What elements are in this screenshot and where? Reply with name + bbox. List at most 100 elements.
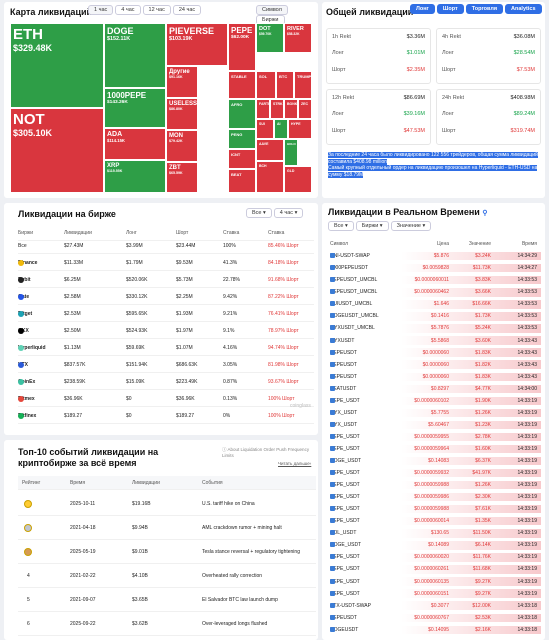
realtime-symbol: SUIUSDT_UMCBL [330, 301, 373, 308]
heatmap-tile-farte[interactable]: FARTE [256, 99, 270, 119]
heatmap-tile-icnt[interactable]: ICNT [228, 149, 256, 169]
exchange-name-cell[interactable]: Hyperliquid [18, 344, 46, 351]
heatmap-tile-btc[interactable]: BTC [276, 71, 294, 99]
heatmap-tile-другие[interactable]: Другие $91.16K [166, 66, 198, 98]
heatmap-tile-xrp[interactable]: XRP $115.55K [104, 160, 166, 193]
heatmap-tile-strk[interactable]: STRK [270, 99, 284, 119]
realtime-row: PEPEUSDT $0.0000060 $1.83K 14:33:43 [326, 348, 541, 358]
rekt-label: Шорт [332, 67, 346, 73]
exchange-short-pct: 100% Шорт [268, 412, 295, 419]
realtime-value: $1.82K [475, 361, 491, 368]
exchange-logo-icon [330, 325, 335, 331]
heatmap-tile-zbt[interactable]: ZBT $65.59K [166, 162, 198, 193]
tab-24h[interactable]: 24 час [172, 5, 202, 15]
realtime-row: PEPE_USDT $0.0000059988 $7.61K 14:33:19 [326, 505, 541, 515]
exchange-short: $23.44M [176, 242, 196, 249]
realtime-time: 14:34:29 [517, 253, 537, 260]
tile-value: $59.70K [259, 32, 272, 36]
realtime-value: $1.35K [475, 518, 491, 525]
realtime-time: 14:33:43 [517, 361, 537, 368]
exchange-name-cell[interactable]: HTX [18, 361, 28, 368]
realtime-price: $0.1416 [430, 313, 449, 320]
heatmap-tile-afro[interactable]: AFRO [228, 99, 256, 129]
heatmap-tile-sui[interactable]: SUI [256, 119, 274, 139]
heatmap-tile-mon[interactable]: MON $79.42K [166, 130, 198, 162]
heatmap-tile-zec[interactable]: ZEC [298, 99, 312, 119]
heatmap-tile-hype[interactable]: HYPE [288, 119, 312, 139]
heatmap-tile-pepe[interactable]: PEPE $62.00K [228, 23, 256, 71]
exchange-name-cell[interactable]: Bitfinex [18, 412, 36, 419]
heatmap-tile-beat[interactable]: BEAT [228, 169, 256, 193]
heatmap-tile-trump[interactable]: TRUMP [294, 71, 312, 99]
about-limits-link[interactable]: ⓘ About Liquidation Order Push Frequency… [222, 447, 316, 458]
heatmap-tile-bonk[interactable]: BONK [284, 99, 298, 119]
heatmap-tile-stable[interactable]: STABLE [228, 71, 256, 99]
exchange-short-pct: 81.98% Шорт [268, 361, 299, 368]
tab-1h[interactable]: 1 час [88, 5, 114, 15]
exchange-name-cell[interactable]: Все [18, 243, 27, 249]
exchange-short: $1.93M [176, 310, 193, 317]
top10-row: 6 2025-09-22 $3.62B Over-leveraged longs fl… [18, 612, 316, 636]
realtime-symbol: PEPE_USDT [330, 470, 360, 477]
settings-icon[interactable]: ⚲ [482, 210, 488, 217]
heatmap-tile-holo[interactable]: HOLO [284, 139, 298, 166]
exchange-short: $189.27 [176, 412, 195, 419]
exchange-short-pct: 76.41% Шорт [268, 310, 299, 317]
heatmap-tile-ada[interactable]: ADA $114.15K [104, 128, 166, 160]
heatmap-title: Карта ликвидаций [10, 7, 93, 17]
exchange-name-cell[interactable]: Bitmex [18, 395, 35, 402]
heatmap-tile-doge[interactable]: DOGE $152.11K [104, 23, 166, 88]
tab-4h[interactable]: 4 час [115, 5, 141, 15]
medal-gold-icon [24, 499, 32, 508]
heatmap-tile-eth[interactable]: ETH $329.48K [10, 23, 104, 108]
realtime-time: 14:33:19 [517, 421, 537, 428]
exchange-name-cell[interactable]: Gate [18, 293, 29, 300]
realtime-value: $1.26K [475, 409, 491, 416]
realtime-filter-value[interactable]: Значение ▾ [390, 221, 432, 231]
exchange-name: CoinEx [18, 378, 36, 385]
heatmap-tile-ai[interactable]: AI [274, 119, 288, 139]
trade-button[interactable]: Торговля [465, 4, 504, 14]
exchange-row: OKX $2.50M $524.93K $1.97M 9.1% 78.97% Шорт [18, 323, 314, 339]
tile-symbol: ZEC [301, 102, 308, 106]
exchange-filter-value: Все [252, 210, 262, 216]
realtime-value: $1.73K [475, 313, 491, 320]
exchange-short-pct: 85.46% Шорт [268, 242, 299, 249]
realtime-symbol: UNI-USDT-SWAP [330, 253, 370, 260]
exchange-rate: 3.05% [223, 361, 238, 368]
heatmap-tile-pieverse[interactable]: PIEVERSE $103.19K [166, 23, 228, 66]
analytics-button[interactable]: Analytics [505, 4, 542, 14]
short-button[interactable]: Шорт [436, 4, 464, 14]
exchange-name-cell[interactable]: OKX [18, 327, 29, 334]
heatmap-tile-not[interactable]: NOT $305.10K [10, 108, 104, 193]
heatmap-tile-sol[interactable]: SOL [256, 71, 276, 99]
heatmap-tile-1000pepe[interactable]: 1000PEPE $143.26K [104, 88, 166, 128]
heatmap-tile-bch[interactable]: BCH [256, 161, 284, 193]
exchange-long: $0 [126, 395, 132, 402]
heatmap-tile-useless[interactable]: USELESS $86.80K [166, 98, 198, 130]
exchange-name-cell[interactable]: Bybit [18, 276, 31, 283]
read-more-link[interactable]: Читать дальше› [278, 461, 312, 466]
heatmap-tile-peng[interactable]: PENG [228, 129, 256, 149]
exchange-filter-select[interactable]: Все ▾ [246, 208, 272, 218]
exchange-name-cell[interactable]: Binance [18, 259, 37, 266]
realtime-row: PEPEUSDT $0.0000060767 $2.53K 14:33:18 [326, 613, 541, 623]
exchange-name-cell[interactable]: CoinEx [18, 378, 36, 385]
realtime-filter-all[interactable]: Все ▾ [328, 221, 354, 231]
realtime-time: 14:33:53 [517, 301, 537, 308]
heatmap-tile-river[interactable]: RIVER $58.32K [284, 23, 312, 53]
long-button[interactable]: Лонг [410, 4, 435, 14]
realtime-symbol-cell: PEPEUSDT [330, 349, 357, 356]
tab-symbol[interactable]: Символ [256, 5, 288, 15]
realtime-time: 14:33:19 [517, 578, 537, 585]
timeframe-select[interactable]: 4 час ▾ [273, 208, 304, 218]
tile-symbol: GLD [287, 169, 295, 173]
exchange-total: $837.57K [64, 361, 86, 368]
tab-12h[interactable]: 12 час [142, 5, 171, 15]
heatmap-tile-gld[interactable]: GLD [284, 166, 312, 193]
exchange-name-cell[interactable]: Bitget [18, 310, 32, 317]
rank-number: 4 [27, 572, 30, 579]
heatmap-tile-dot[interactable]: DOT $59.70K [256, 23, 284, 53]
realtime-filter-exchange[interactable]: Биржи ▾ [355, 221, 389, 231]
heatmap-tile-aave[interactable]: AAVE [256, 139, 284, 161]
